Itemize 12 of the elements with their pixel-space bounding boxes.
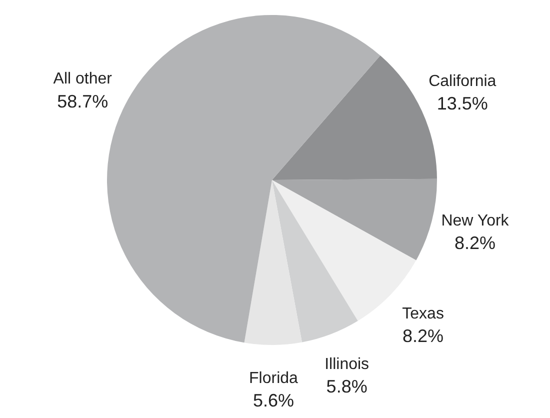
slice-label: Texas (402, 306, 444, 323)
data-label: 8.2% (454, 232, 496, 253)
data-label: 8.2% (402, 326, 444, 346)
data-label: 5.8% (326, 376, 368, 397)
data-label: 58.7% (57, 91, 108, 112)
data-label: 5.6% (252, 390, 294, 411)
slice-label: California (428, 72, 496, 90)
data-label: 13.5% (436, 93, 488, 114)
slice-label: New York (441, 212, 510, 230)
slice-label: All other (53, 70, 113, 88)
slice-label: Illinois (324, 356, 370, 374)
slice-label: Florida (249, 370, 298, 387)
